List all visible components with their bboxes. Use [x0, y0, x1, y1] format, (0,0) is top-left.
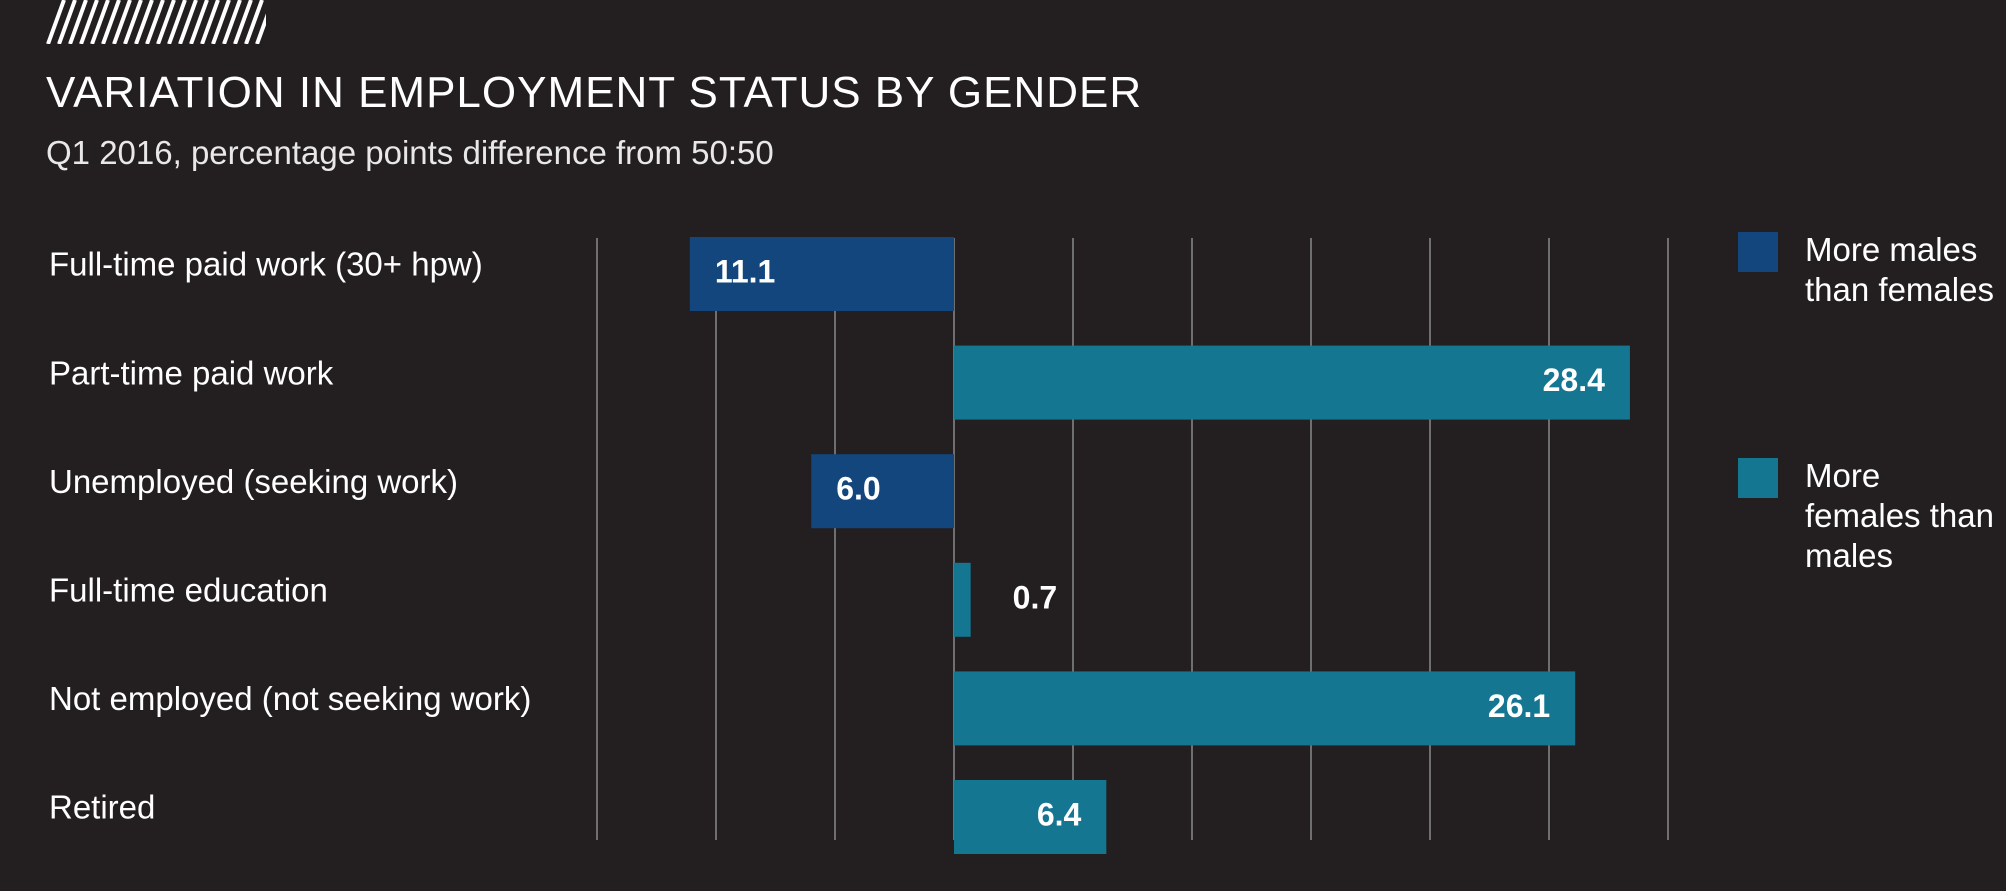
category-label: Unemployed (seeking work) — [49, 463, 458, 500]
legend-item-females: More females than males — [1738, 456, 1998, 682]
value-labels: 11.1 28.4 6.0 0.7 26.1 6.4 — [715, 253, 1605, 832]
category-label: Full-time paid work (30+ hpw) — [49, 246, 483, 283]
hatch-logo — [46, 0, 266, 44]
legend-item-males: More males than females — [1738, 230, 1998, 456]
category-label: Not employed (not seeking work) — [49, 680, 531, 717]
chart-title: VARIATION IN EMPLOYMENT STATUS BY GENDER — [46, 68, 1143, 117]
bar-females — [954, 780, 1107, 854]
bar-males — [811, 454, 954, 529]
legend-label-females: More females than males — [1805, 457, 1994, 574]
chart-subtitle: Q1 2016, percentage points difference fr… — [46, 134, 774, 171]
value-label: 0.7 — [1013, 579, 1057, 615]
legend-label-males: More males than females — [1805, 231, 1994, 308]
category-label: Part-time paid work — [49, 354, 334, 391]
value-label: 26.1 — [1488, 688, 1550, 724]
category-labels: Full-time paid work (30+ hpw) Part-time p… — [49, 246, 531, 826]
value-label: 6.0 — [836, 471, 880, 507]
bar-females — [954, 345, 1630, 420]
value-label: 6.4 — [1037, 796, 1082, 832]
category-label: Retired — [49, 789, 155, 826]
bars — [689, 237, 1630, 854]
category-label: Full-time education — [49, 572, 328, 609]
bar-females — [954, 562, 971, 637]
legend-swatch-males — [1738, 232, 1778, 272]
bar-males — [689, 237, 954, 311]
value-label: 11.1 — [715, 253, 776, 289]
value-label: 28.4 — [1543, 362, 1605, 398]
legend-swatch-females — [1738, 458, 1778, 498]
bar-females — [954, 671, 1576, 746]
gridlines — [596, 238, 1669, 840]
legend: More males than females More females tha… — [1738, 230, 1998, 682]
